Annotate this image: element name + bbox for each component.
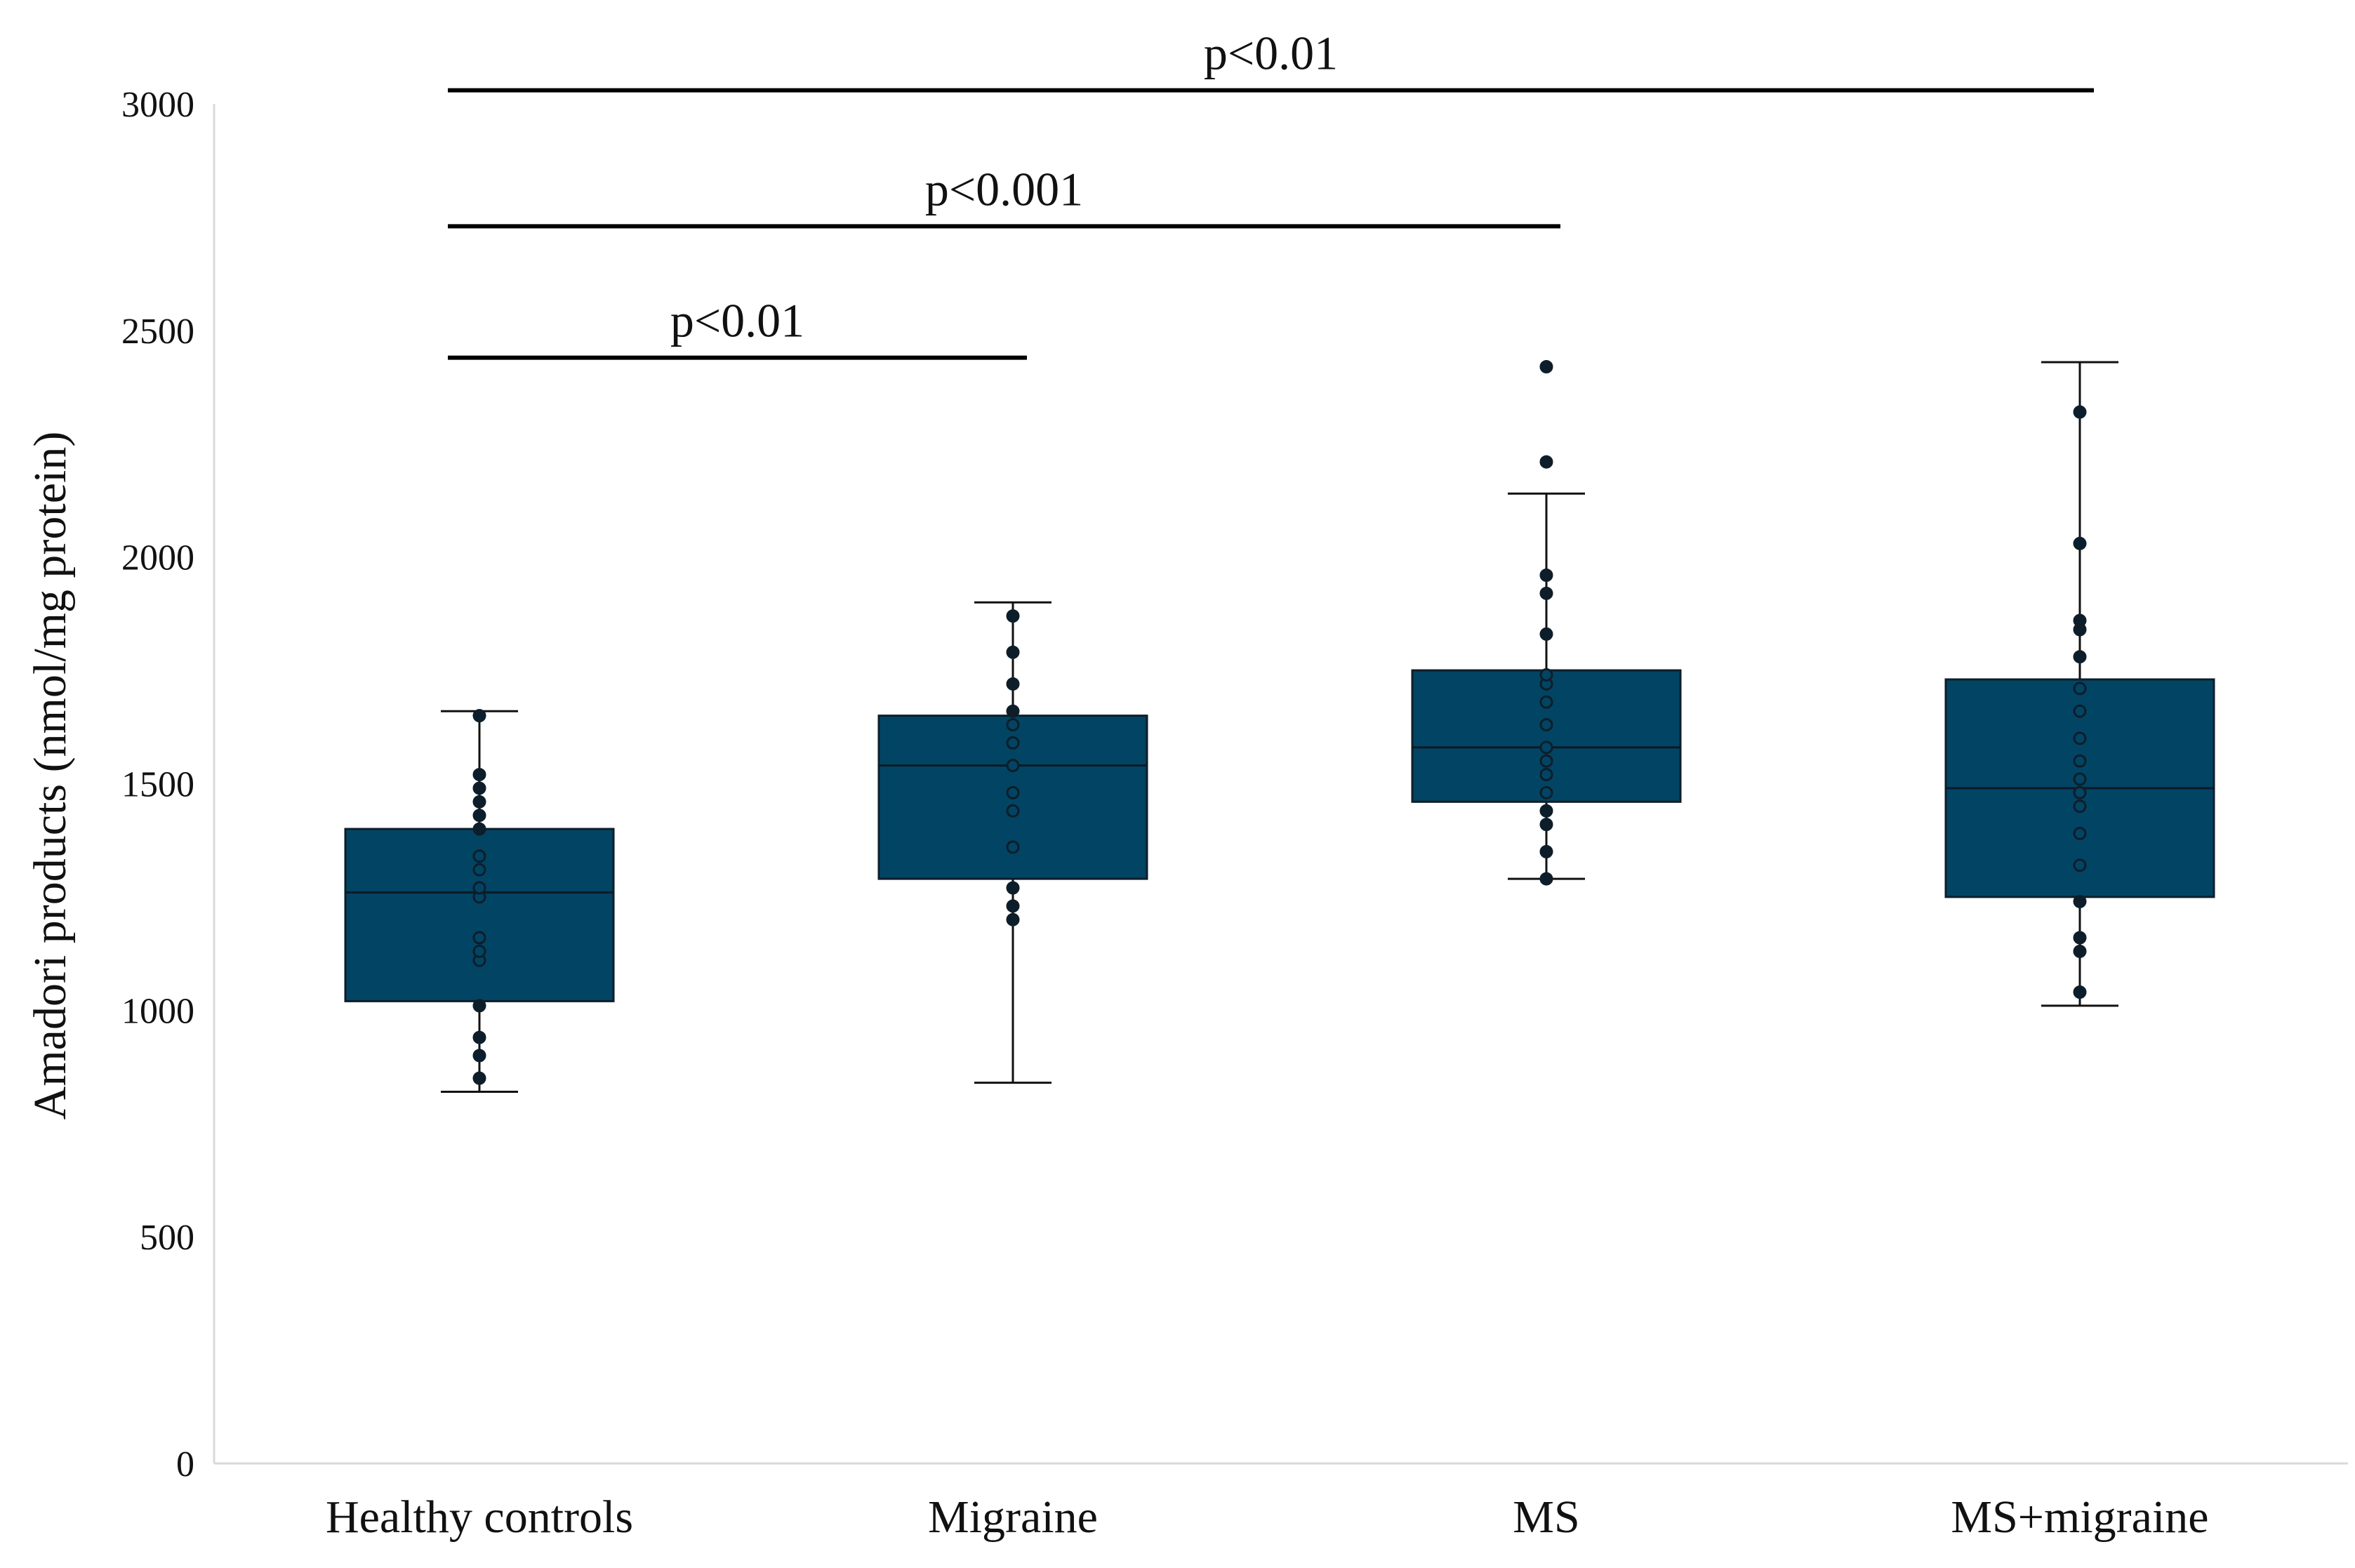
data-point bbox=[1006, 759, 1020, 773]
category-label: MS bbox=[1513, 1491, 1579, 1543]
data-point bbox=[472, 809, 486, 823]
data-point bbox=[2073, 944, 2087, 958]
data-point bbox=[472, 849, 486, 863]
data-point bbox=[1539, 768, 1553, 782]
data-point bbox=[472, 822, 486, 836]
data-point bbox=[1539, 785, 1553, 799]
data-point bbox=[2073, 772, 2087, 786]
y-axis-title: Amadori products (nmol/mg protein) bbox=[25, 432, 76, 1120]
significance-label: p<0.01 bbox=[1204, 27, 1338, 80]
box-group bbox=[1411, 359, 1682, 886]
data-point bbox=[2073, 405, 2087, 419]
data-point bbox=[1006, 899, 1020, 913]
data-point bbox=[2073, 650, 2087, 664]
data-point bbox=[472, 1071, 486, 1085]
data-point bbox=[1539, 718, 1553, 732]
data-point bbox=[1006, 804, 1020, 818]
data-point bbox=[2073, 985, 2087, 999]
y-tick-label: 1000 bbox=[121, 991, 194, 1031]
data-point bbox=[1006, 840, 1020, 854]
data-point bbox=[472, 999, 486, 1013]
y-tick-labels: 0 500 1000 1500 2000 2500 3000 bbox=[121, 85, 194, 1484]
data-point bbox=[2073, 536, 2087, 550]
data-point bbox=[1006, 736, 1020, 750]
data-point bbox=[472, 881, 486, 895]
significance-label: p<0.001 bbox=[925, 162, 1083, 215]
data-point bbox=[1539, 804, 1553, 818]
box-group bbox=[877, 601, 1148, 1084]
data-point bbox=[472, 1030, 486, 1044]
category-label: Healthy controls bbox=[326, 1491, 633, 1543]
data-point bbox=[1006, 881, 1020, 895]
y-tick-label: 2000 bbox=[121, 538, 194, 578]
data-point bbox=[1539, 872, 1553, 886]
data-point bbox=[472, 944, 486, 958]
data-point bbox=[2073, 704, 2087, 718]
data-point bbox=[1539, 754, 1553, 768]
data-point bbox=[1539, 455, 1553, 469]
data-point bbox=[2073, 785, 2087, 799]
data-point bbox=[1539, 568, 1553, 582]
data-point bbox=[1539, 740, 1553, 755]
data-point bbox=[1539, 844, 1553, 858]
y-tick-label: 500 bbox=[140, 1218, 194, 1258]
significance-bracket: p<0.01 bbox=[448, 27, 2094, 93]
category-labels: Healthy controls Migraine MS MS+migraine bbox=[326, 1491, 2209, 1543]
data-point bbox=[1006, 912, 1020, 926]
data-point bbox=[2073, 827, 2087, 841]
data-point bbox=[1006, 645, 1020, 659]
data-point bbox=[2073, 682, 2087, 696]
data-point bbox=[472, 768, 486, 782]
data-point bbox=[1006, 785, 1020, 799]
data-point bbox=[2073, 858, 2087, 872]
category-label: MS+migraine bbox=[1951, 1491, 2208, 1543]
y-tick-label: 0 bbox=[176, 1444, 194, 1484]
data-point bbox=[1539, 359, 1553, 373]
data-point bbox=[1006, 677, 1020, 691]
y-tick-label: 2500 bbox=[121, 312, 194, 352]
box-group bbox=[1944, 361, 2215, 1007]
data-point bbox=[1539, 627, 1553, 641]
data-point bbox=[2073, 613, 2087, 627]
data-point bbox=[2073, 894, 2087, 908]
category-label: Migraine bbox=[928, 1491, 1098, 1543]
significance-annotations: p<0.01 p<0.001 p<0.01 bbox=[448, 27, 2094, 360]
box-group bbox=[344, 709, 615, 1094]
significance-bracket: p<0.001 bbox=[448, 162, 1560, 229]
data-point bbox=[2073, 799, 2087, 813]
data-point bbox=[2073, 931, 2087, 945]
data-point bbox=[1539, 586, 1553, 600]
y-tick-label: 1500 bbox=[121, 765, 194, 805]
data-point bbox=[1539, 818, 1553, 832]
data-point bbox=[1006, 718, 1020, 732]
data-point bbox=[1539, 695, 1553, 709]
data-point bbox=[472, 709, 486, 723]
data-point bbox=[472, 795, 486, 809]
data-point bbox=[472, 863, 486, 877]
data-point bbox=[472, 1049, 486, 1063]
data-point bbox=[472, 781, 486, 795]
significance-bracket: p<0.01 bbox=[448, 294, 1027, 360]
significance-label: p<0.01 bbox=[670, 294, 804, 347]
data-point bbox=[472, 931, 486, 945]
boxes bbox=[344, 359, 2215, 1094]
data-point bbox=[1006, 609, 1020, 623]
data-point bbox=[1006, 704, 1020, 718]
y-tick-label: 3000 bbox=[121, 85, 194, 125]
data-point bbox=[2073, 754, 2087, 768]
data-point bbox=[2073, 731, 2087, 745]
data-point bbox=[1539, 668, 1553, 682]
